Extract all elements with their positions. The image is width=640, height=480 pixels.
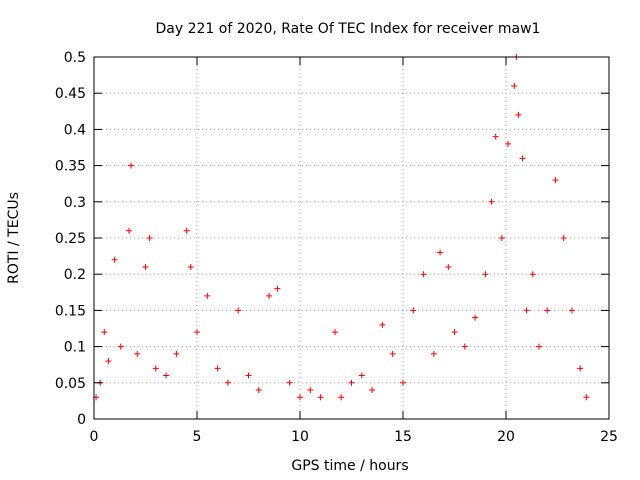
data-point: [488, 198, 495, 205]
data-point: [126, 227, 133, 234]
data-point: [529, 271, 536, 278]
y-tick-label: 0.35: [55, 159, 86, 175]
data-point: [204, 292, 211, 299]
data-point: [430, 350, 437, 357]
y-tick-label: 0.3: [64, 195, 86, 211]
data-point: [101, 329, 108, 336]
x-tick-label: 0: [90, 429, 99, 445]
data-point: [105, 358, 112, 365]
data-point: [266, 292, 273, 299]
grid-lines: [94, 57, 609, 419]
data-point: [583, 394, 590, 401]
y-tick-label: 0.5: [64, 50, 86, 66]
data-point: [286, 379, 293, 386]
data-point: [163, 372, 170, 379]
data-point: [577, 365, 584, 372]
data-point: [111, 256, 118, 263]
data-point: [560, 235, 567, 241]
data-point: [482, 271, 489, 278]
y-tick-label: 0.1: [64, 340, 86, 356]
data-point: [187, 263, 194, 270]
data-point: [400, 379, 406, 386]
data-series: [93, 54, 590, 401]
y-tick-label: 0.4: [64, 122, 86, 138]
data-point: [369, 387, 376, 394]
plot-frame: [93, 56, 610, 420]
data-point: [358, 372, 365, 379]
data-point: [461, 343, 468, 350]
data-point: [183, 227, 190, 234]
x-axis-label: GPS time / hours: [291, 458, 408, 474]
data-point: [235, 307, 242, 314]
data-point: [437, 249, 444, 256]
data-point: [274, 285, 281, 292]
y-tick-label: 0.25: [55, 231, 86, 247]
data-point: [332, 329, 339, 336]
data-point: [194, 329, 200, 336]
data-point: [519, 155, 526, 162]
x-tick-labels: 0 5 10 15 20 25: [90, 429, 618, 445]
data-point: [505, 140, 512, 147]
data-point: [515, 111, 522, 118]
data-point: [410, 307, 417, 314]
x-tick-label: 25: [600, 429, 618, 445]
data-point: [451, 329, 458, 336]
data-point: [445, 263, 452, 270]
tick-marks: [93, 56, 610, 420]
data-point: [348, 379, 355, 386]
y-tick-label: 0.15: [55, 303, 86, 319]
data-point: [535, 343, 542, 350]
data-point: [134, 350, 141, 357]
data-point: [173, 350, 180, 357]
data-point: [142, 263, 149, 270]
data-point: [146, 235, 153, 241]
data-point: [389, 350, 396, 357]
data-point: [152, 365, 159, 372]
data-point: [317, 394, 324, 401]
data-point: [379, 321, 386, 328]
data-point: [255, 387, 262, 394]
data-point: [492, 133, 499, 140]
data-point: [307, 387, 314, 394]
data-point: [498, 235, 505, 241]
data-point: [297, 394, 303, 401]
data-point: [224, 379, 231, 386]
data-point: [245, 372, 252, 379]
y-tick-label: 0.2: [64, 267, 86, 283]
data-point: [338, 394, 345, 401]
data-point: [214, 365, 221, 372]
data-point: [511, 82, 518, 89]
chart-title: Day 221 of 2020, Rate Of TEC Index for r…: [156, 21, 541, 37]
data-point: [544, 307, 551, 314]
y-axis-label: ROTI / TECUs: [6, 192, 22, 284]
y-tick-label: 0: [77, 412, 86, 428]
x-tick-label: 15: [394, 429, 412, 445]
data-point: [128, 162, 135, 169]
y-tick-label: 0.05: [55, 376, 86, 392]
data-point: [472, 314, 479, 321]
data-point: [420, 271, 427, 278]
x-tick-label: 10: [291, 429, 309, 445]
data-point: [568, 307, 575, 314]
y-tick-label: 0.45: [55, 86, 86, 102]
data-point: [552, 177, 559, 184]
y-tick-labels: 0 0.05 0.1 0.15 0.2 0.25 0.3 0.35 0.4 0.45 0.5: [55, 50, 86, 428]
x-tick-label: 20: [497, 429, 515, 445]
x-tick-label: 5: [193, 429, 202, 445]
data-point: [117, 343, 124, 350]
data-point: [523, 307, 530, 314]
